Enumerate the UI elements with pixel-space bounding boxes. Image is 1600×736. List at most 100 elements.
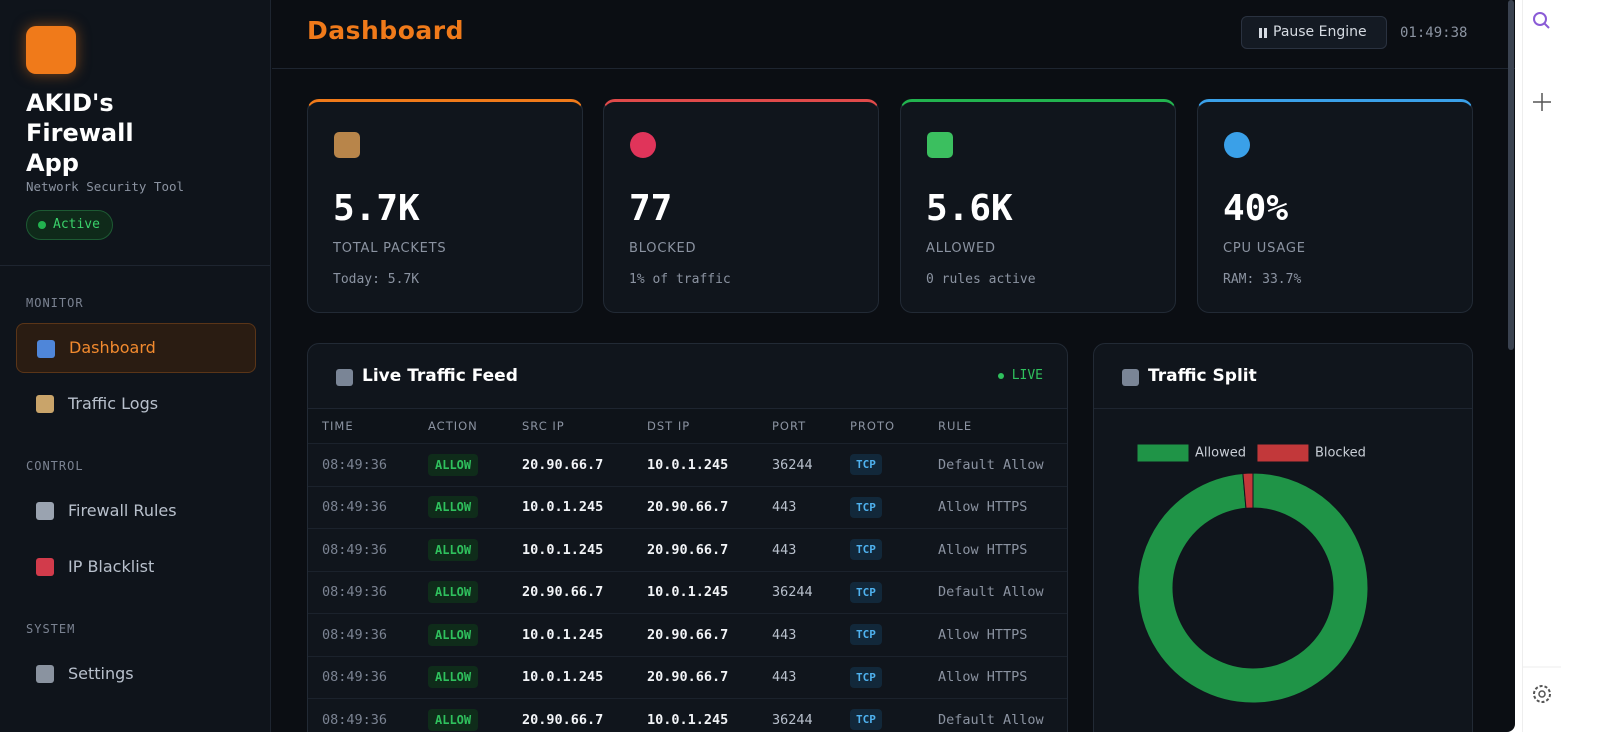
feed-title: Live Traffic Feed [362,366,518,386]
table-cell: 20.90.66.7 [522,711,604,728]
app: AKID's Firewall App Network Security Too… [0,0,1515,732]
table-cell: 10.0.1.245 [647,584,729,601]
proto-pill: TCP [850,454,882,476]
nav-icon [36,665,54,683]
proto-pill: TCP [850,709,882,731]
table-cell: 08:49:36 [322,669,388,686]
stat-detail: 0 rules active [926,272,1036,287]
table-cell: 36244 [772,711,813,728]
table-cell: ALLOW [428,614,479,656]
table-cell: ALLOW [428,529,479,571]
nav-item[interactable]: IP Blacklist [16,542,256,592]
table-cell: 20.90.66.7 [647,626,729,643]
settings-icon[interactable] [1533,685,1551,703]
table-cell: Default Allow [938,584,1044,601]
feed-icon [336,369,353,386]
stat-card: 40% CPU USAGE RAM: 33.7% [1197,99,1473,313]
proto-pill: TCP [850,496,882,518]
action-pill: ALLOW [428,496,479,519]
legend-label: Allowed [1195,446,1246,461]
table-cell: 10.0.1.245 [647,456,729,473]
nav-icon [36,558,54,576]
stat-card: 77 BLOCKED 1% of traffic [603,99,879,313]
scrollbar[interactable] [1508,0,1514,350]
nav-item[interactable]: Firewall Rules [16,486,256,536]
stat-icon [630,132,656,158]
table-row[interactable]: 08:49:36 ALLOW 10.0.1.245 20.90.66.7 443 TCP A… [308,614,1067,657]
settings-icon-hub [1538,690,1546,698]
table-cell: Default Allow [938,456,1044,473]
table-cell: TCP [850,657,882,699]
stat-label: TOTAL PACKETS [333,241,447,256]
table-cell: 20.90.66.7 [647,669,729,686]
table-cell: 08:49:36 [322,499,388,516]
table-row[interactable]: 08:49:36 ALLOW 20.90.66.7 10.0.1.245 36244 TC… [308,699,1067,732]
nav-item[interactable]: Dashboard [16,323,256,373]
feed-panel: Live Traffic Feed LIVE TIME ACTION SRC IP D… [307,343,1068,732]
stat-label: CPU USAGE [1223,241,1306,256]
stat-detail: 1% of traffic [629,272,731,287]
stat-value: 40% [1223,188,1289,229]
nav-label: Settings [68,664,134,683]
table-cell: ALLOW [428,487,479,529]
page-title: Dashboard [307,16,464,45]
split-icon [1122,369,1139,386]
side-toolbar [1522,0,1561,732]
search-icon[interactable] [1533,12,1547,26]
live-badge: LIVE [998,368,1043,383]
column-header: DST IP [647,419,691,433]
sidebar: AKID's Firewall App Network Security Too… [0,0,271,732]
action-pill: ALLOW [428,623,479,646]
legend-swatch [1257,444,1309,462]
legend-label: Blocked [1315,446,1366,461]
feed-header: Live Traffic Feed LIVE [308,344,1067,409]
table-cell: 20.90.66.7 [647,541,729,558]
table-cell: 08:49:36 [322,541,388,558]
table-row[interactable]: 08:49:36 ALLOW 20.90.66.7 10.0.1.245 36244 TC… [308,444,1067,487]
stat-label: ALLOWED [926,241,996,256]
table-cell: 20.90.66.7 [522,584,604,601]
nav-item[interactable]: Traffic Logs [16,379,256,429]
stat-value: 5.7K [333,188,420,229]
pause-button[interactable]: Pause Engine [1241,16,1387,49]
search-icon-handle [1543,22,1550,29]
stat-detail: Today: 5.7K [333,272,420,287]
action-pill: ALLOW [428,581,479,604]
table-cell: TCP [850,572,882,614]
table-cell: 443 [772,541,797,558]
legend-swatch [1137,444,1189,462]
nav-label: Traffic Logs [68,394,159,413]
table-cell: 10.0.1.245 [522,669,604,686]
table-cell: 36244 [772,584,813,601]
table-row[interactable]: 08:49:36 ALLOW 10.0.1.245 20.90.66.7 443 TCP A… [308,657,1067,699]
table-cell: 10.0.1.245 [522,541,604,558]
column-header: RULE [938,419,973,433]
clock: 01:49:38 [1400,25,1468,41]
stat-icon [1224,132,1250,158]
table-cell: 443 [772,499,797,516]
column-header: TIME [322,419,354,433]
nav-label: Dashboard [69,338,156,357]
table-cell: Allow HTTPS [938,669,1028,686]
status-badge: Active [26,210,113,240]
table-cell: 20.90.66.7 [522,456,604,473]
table-cell: Allow HTTPS [938,541,1028,558]
table-cell: Allow HTTPS [938,499,1028,516]
column-header: PROTO [850,419,896,433]
action-pill: ALLOW [428,666,479,689]
table-row[interactable]: 08:49:36 ALLOW 10.0.1.245 20.90.66.7 443 TCP A… [308,487,1067,529]
split-panel: Traffic Split Allowed Blocked [1093,343,1473,732]
action-pill: ALLOW [428,453,479,476]
table-cell: 10.0.1.245 [522,626,604,643]
table-row[interactable]: 08:49:36 ALLOW 10.0.1.245 20.90.66.7 443 TCP A… [308,529,1067,572]
tagline: Network Security Tool [26,179,185,194]
stat-icon [334,132,360,158]
nav-label: Firewall Rules [68,501,177,520]
donut-chart: Allowed Blocked [1137,444,1369,704]
table-cell: Allow HTTPS [938,626,1028,643]
nav-item[interactable]: Settings [16,649,256,699]
table-cell: 10.0.1.245 [647,711,729,728]
nav-icon [36,502,54,520]
table-row[interactable]: 08:49:36 ALLOW 20.90.66.7 10.0.1.245 36244 TC… [308,572,1067,614]
section-heading: CONTROL [26,459,84,473]
